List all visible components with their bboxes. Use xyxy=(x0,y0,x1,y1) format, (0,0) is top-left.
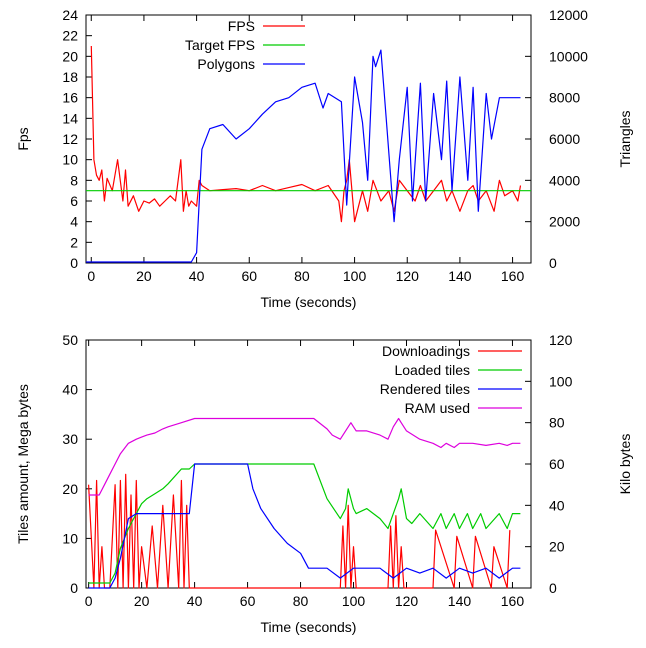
chart2-x-tick-label: 160 xyxy=(501,593,525,609)
chart1-y2-tick-label: 2000 xyxy=(549,214,580,230)
chart2-series-rendered-tiles-line xyxy=(88,463,521,589)
chart2-x-tick-label: 60 xyxy=(240,593,256,609)
chart1-y-tick-label: 10 xyxy=(62,152,78,168)
chart2-x-tick-label: 100 xyxy=(342,593,366,609)
chart1-x-tick-label: 160 xyxy=(501,268,525,284)
chart2-x-tick-label: 20 xyxy=(134,593,150,609)
chart2-series-ram-used-line xyxy=(88,417,521,496)
chart1-y2-tick-label: 0 xyxy=(549,255,557,271)
chart1-legend-label-target-fps: Target FPS xyxy=(185,37,255,53)
chart2-y-tick-label: 50 xyxy=(62,332,78,348)
chart2-legend-label-ram-used: RAM used xyxy=(405,400,470,416)
chart2-y2-tick-label: 80 xyxy=(549,415,565,431)
chart1-x-axis-label: Time (seconds) xyxy=(261,294,357,310)
chart1-y2-tick-label: 8000 xyxy=(549,90,580,106)
chart1-y-tick-label: 4 xyxy=(70,214,78,230)
chart1-series-fps-line xyxy=(90,45,522,223)
chart1-y-tick-label: 16 xyxy=(62,90,78,106)
chart2-y2-tick-label: 60 xyxy=(549,456,565,472)
chart1-y-tick-label: 6 xyxy=(70,193,78,209)
chart2-y-tick-label: 30 xyxy=(62,431,78,447)
chart1-y-tick-label: 2 xyxy=(70,234,78,250)
chart2-legend-label-downloadings: Downloadings xyxy=(382,343,470,359)
chart2-y-axis-label: Tiles amount, Mega bytes xyxy=(15,384,31,544)
chart1-y2-tick-label: 4000 xyxy=(549,172,580,188)
chart1-y2-tick-label: 10000 xyxy=(549,48,588,64)
chart1-y-tick-label: 20 xyxy=(62,48,78,64)
chart1-series-polygons-line xyxy=(86,49,521,263)
chart1-y-tick-label: 18 xyxy=(62,69,78,85)
chart1-legend-label-fps: FPS xyxy=(228,18,255,34)
chart2-y2-tick-label: 40 xyxy=(549,497,565,513)
chart1-y2-tick-label: 12000 xyxy=(549,7,588,23)
chart2-y-tick-label: 0 xyxy=(70,580,78,596)
chart1-x-tick-label: 120 xyxy=(396,268,420,284)
chart1-y2-axis-label: Triangles xyxy=(617,110,633,167)
chart1-x-tick-label: 140 xyxy=(448,268,472,284)
chart2-legend-label-rendered-tiles: Rendered tiles xyxy=(380,381,470,397)
chart1-x-tick-label: 20 xyxy=(136,268,152,284)
chart2-y2-tick-label: 20 xyxy=(549,539,565,555)
chart1-y-tick-label: 24 xyxy=(62,7,78,23)
chart2-y2-axis-label: Kilo bytes xyxy=(617,434,633,495)
chart2-x-tick-label: 120 xyxy=(395,593,419,609)
chart1-y-tick-label: 22 xyxy=(62,28,78,44)
chart2-y-tick-label: 40 xyxy=(62,382,78,398)
chart2-legend-label-loaded-tiles: Loaded tiles xyxy=(394,362,470,378)
chart1-x-tick-label: 60 xyxy=(241,268,257,284)
chart2-x-tick-label: 40 xyxy=(187,593,203,609)
chart1-x-tick-label: 0 xyxy=(87,268,95,284)
chart1-legend-label-polygons: Polygons xyxy=(197,56,255,72)
chart1-y-tick-label: 0 xyxy=(70,255,78,271)
chart2-series-loaded-tiles-line xyxy=(88,463,521,584)
chart1-y-axis-label: Fps xyxy=(15,127,31,150)
chart1-y-tick-label: 12 xyxy=(62,131,78,147)
chart2-x-tick-label: 140 xyxy=(448,593,472,609)
chart2-y2-tick-label: 120 xyxy=(549,332,573,348)
chart2-y2-tick-label: 0 xyxy=(549,580,557,596)
chart2-series-downloadings-line xyxy=(88,473,511,589)
chart2-y-tick-label: 20 xyxy=(62,481,78,497)
chart2-x-tick-label: 80 xyxy=(293,593,309,609)
chart1-x-tick-label: 80 xyxy=(294,268,310,284)
chart1-y2-tick-label: 6000 xyxy=(549,131,580,147)
chart2-y-tick-label: 10 xyxy=(62,530,78,546)
chart2-x-tick-label: 0 xyxy=(85,593,93,609)
chart1-x-tick-label: 100 xyxy=(343,268,367,284)
chart1-x-tick-label: 40 xyxy=(189,268,205,284)
chart1-y-tick-label: 14 xyxy=(62,110,78,126)
chart2-x-axis-label: Time (seconds) xyxy=(261,619,357,635)
chart2-y2-tick-label: 100 xyxy=(549,373,573,389)
chart1-y-tick-label: 8 xyxy=(70,172,78,188)
